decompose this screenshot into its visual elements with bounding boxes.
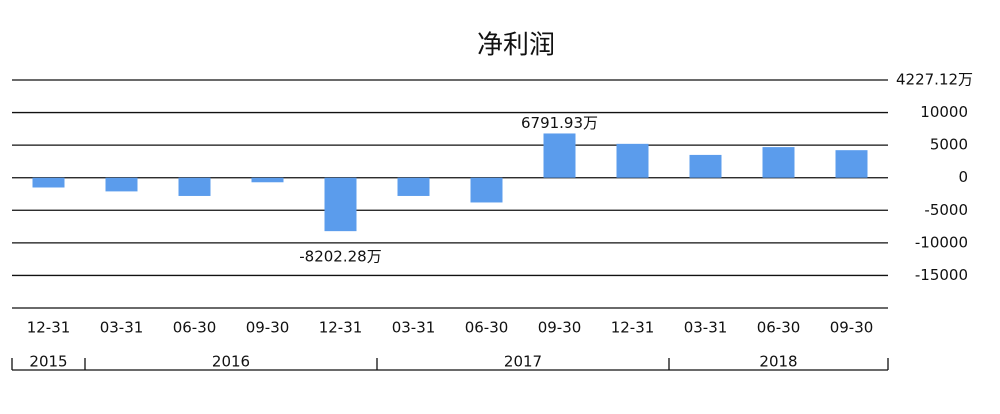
bar bbox=[689, 154, 722, 178]
bar bbox=[543, 133, 576, 178]
y-tick-label: -5000 bbox=[924, 201, 968, 219]
y-tick-label: 0 bbox=[958, 168, 968, 186]
x-tick-label: 12-31 bbox=[611, 319, 655, 337]
chart-title: 净利润 bbox=[477, 31, 555, 61]
value-label: 6791.93万 bbox=[521, 114, 598, 132]
x-tick-label: 03-31 bbox=[684, 319, 728, 337]
year-label: 2017 bbox=[504, 353, 542, 371]
bar bbox=[105, 177, 138, 192]
bar bbox=[835, 150, 868, 178]
x-tick-label: 06-30 bbox=[757, 319, 801, 337]
year-label: 2016 bbox=[212, 353, 250, 371]
x-tick-label: 06-30 bbox=[465, 319, 509, 337]
x-tick-label: 12-31 bbox=[319, 319, 363, 337]
x-tick-label: 09-30 bbox=[538, 319, 582, 337]
value-label: -8202.28万 bbox=[299, 248, 381, 266]
bar bbox=[178, 177, 211, 196]
bar bbox=[397, 177, 430, 196]
x-tick-label: 03-31 bbox=[100, 319, 144, 337]
bar bbox=[616, 143, 649, 178]
y-tick-label: 5000 bbox=[930, 136, 968, 154]
year-label: 2015 bbox=[29, 353, 67, 371]
x-tick-label: 09-30 bbox=[830, 319, 874, 337]
latest-value: 4227.12万 bbox=[896, 71, 973, 89]
y-tick-label: -10000 bbox=[915, 233, 968, 251]
x-tick-label: 06-30 bbox=[173, 319, 217, 337]
bar bbox=[251, 177, 284, 183]
y-tick-label: 10000 bbox=[920, 103, 968, 121]
bar bbox=[32, 177, 65, 188]
y-tick-label: -15000 bbox=[915, 266, 968, 284]
bar bbox=[324, 177, 357, 232]
x-tick-label: 12-31 bbox=[27, 319, 71, 337]
x-tick-label: 03-31 bbox=[392, 319, 436, 337]
x-tick-label: 09-30 bbox=[246, 319, 290, 337]
bar bbox=[470, 177, 503, 203]
year-label: 2018 bbox=[759, 353, 797, 371]
bar bbox=[762, 147, 795, 178]
